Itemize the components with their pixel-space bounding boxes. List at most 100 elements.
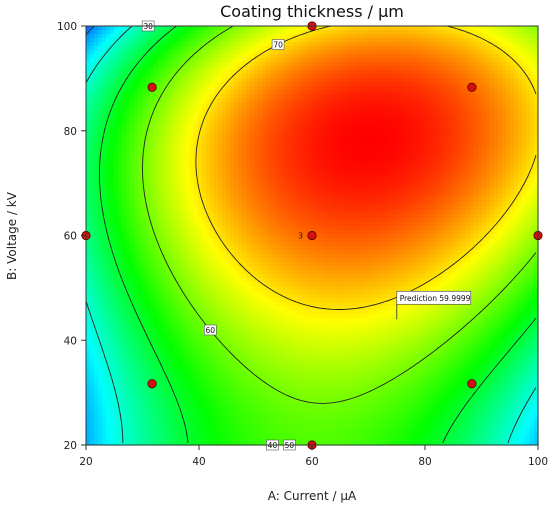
heatmap-cell	[374, 150, 379, 155]
heatmap-cell	[142, 46, 147, 51]
heatmap-cell	[494, 158, 499, 163]
heatmap-cell	[302, 130, 307, 135]
heatmap-cell	[146, 90, 151, 95]
heatmap-cell	[114, 126, 119, 131]
heatmap-cell	[122, 182, 127, 187]
heatmap-cell	[350, 170, 355, 175]
heatmap-cell	[386, 34, 391, 39]
heatmap-cell	[470, 42, 475, 47]
heatmap-cell	[214, 78, 219, 83]
heatmap-cell	[278, 174, 283, 179]
heatmap-cell	[214, 46, 219, 51]
heatmap-cell	[394, 150, 399, 155]
heatmap-cell	[214, 114, 219, 119]
heatmap-cell	[478, 158, 483, 163]
heatmap-cell	[322, 146, 327, 151]
heatmap-cell	[206, 30, 211, 35]
heatmap-cell	[370, 182, 375, 187]
heatmap-cell	[438, 26, 443, 31]
heatmap-cell	[182, 46, 187, 51]
heatmap-cell	[314, 78, 319, 83]
heatmap-cell	[394, 170, 399, 175]
heatmap-cell	[514, 190, 519, 195]
heatmap-cell	[86, 202, 91, 207]
heatmap-cell	[150, 46, 155, 51]
heatmap-cell	[242, 122, 247, 127]
heatmap-cell	[190, 74, 195, 79]
heatmap-cell	[250, 146, 255, 151]
heatmap-cell	[446, 94, 451, 99]
heatmap-cell	[258, 46, 263, 51]
heatmap-cell	[270, 170, 275, 175]
heatmap-cell	[134, 102, 139, 107]
heatmap-cell	[350, 182, 355, 187]
heatmap-cell	[282, 190, 287, 195]
heatmap-cell	[410, 190, 415, 195]
heatmap-cell	[294, 62, 299, 67]
heatmap-cell	[278, 62, 283, 67]
heatmap-cell	[106, 198, 111, 203]
heatmap-cell	[170, 86, 175, 91]
heatmap-cell	[294, 178, 299, 183]
heatmap-cell	[142, 202, 147, 207]
heatmap-cell	[310, 158, 315, 163]
heatmap-cell	[98, 74, 103, 79]
heatmap-cell	[170, 202, 175, 207]
heatmap-cell	[454, 146, 459, 151]
heatmap-cell	[338, 70, 343, 75]
heatmap-cell	[306, 186, 311, 191]
heatmap-cell	[494, 50, 499, 55]
heatmap-cell	[306, 114, 311, 119]
heatmap-cell	[414, 190, 419, 195]
heatmap-cell	[178, 94, 183, 99]
heatmap-cell	[162, 178, 167, 183]
heatmap-cell	[350, 106, 355, 111]
heatmap-cell	[370, 146, 375, 151]
heatmap-cell	[310, 102, 315, 107]
heatmap-cell	[510, 46, 515, 51]
heatmap-cell	[286, 114, 291, 119]
heatmap-cell	[230, 154, 235, 159]
heatmap-cell	[118, 42, 123, 47]
heatmap-cell	[378, 50, 383, 55]
heatmap-cell	[166, 50, 171, 55]
heatmap-cell	[434, 126, 439, 131]
heatmap-cell	[426, 54, 431, 59]
heatmap-cell	[466, 186, 471, 191]
heatmap-cell	[274, 166, 279, 171]
heatmap-cell	[134, 74, 139, 79]
heatmap-cell	[206, 34, 211, 39]
heatmap-cell	[474, 186, 479, 191]
heatmap-cell	[322, 198, 327, 203]
heatmap-cell	[430, 50, 435, 55]
heatmap-cell	[354, 82, 359, 87]
heatmap-cell	[166, 126, 171, 131]
heatmap-cell	[418, 134, 423, 139]
heatmap-cell	[170, 170, 175, 175]
heatmap-cell	[158, 58, 163, 63]
heatmap-cell	[334, 86, 339, 91]
heatmap-cell	[154, 34, 159, 39]
heatmap-cell	[138, 110, 143, 115]
heatmap-cell	[194, 110, 199, 115]
heatmap-cell	[370, 106, 375, 111]
heatmap-cell	[242, 154, 247, 159]
heatmap-cell	[206, 118, 211, 123]
heatmap-cell	[530, 74, 535, 79]
heatmap-cell	[378, 186, 383, 191]
heatmap-cell	[282, 66, 287, 71]
heatmap-cell	[518, 158, 523, 163]
heatmap-cell	[246, 30, 251, 35]
heatmap-cell	[154, 66, 159, 71]
heatmap-cell	[434, 198, 439, 203]
heatmap-cell	[126, 138, 131, 143]
heatmap-cell	[470, 190, 475, 195]
heatmap-cell	[322, 126, 327, 131]
heatmap-cell	[250, 182, 255, 187]
heatmap-cell	[346, 106, 351, 111]
heatmap-cell	[422, 94, 427, 99]
heatmap-cell	[430, 198, 435, 203]
heatmap-cell	[194, 118, 199, 123]
heatmap-cell	[306, 42, 311, 47]
heatmap-cell	[406, 186, 411, 191]
